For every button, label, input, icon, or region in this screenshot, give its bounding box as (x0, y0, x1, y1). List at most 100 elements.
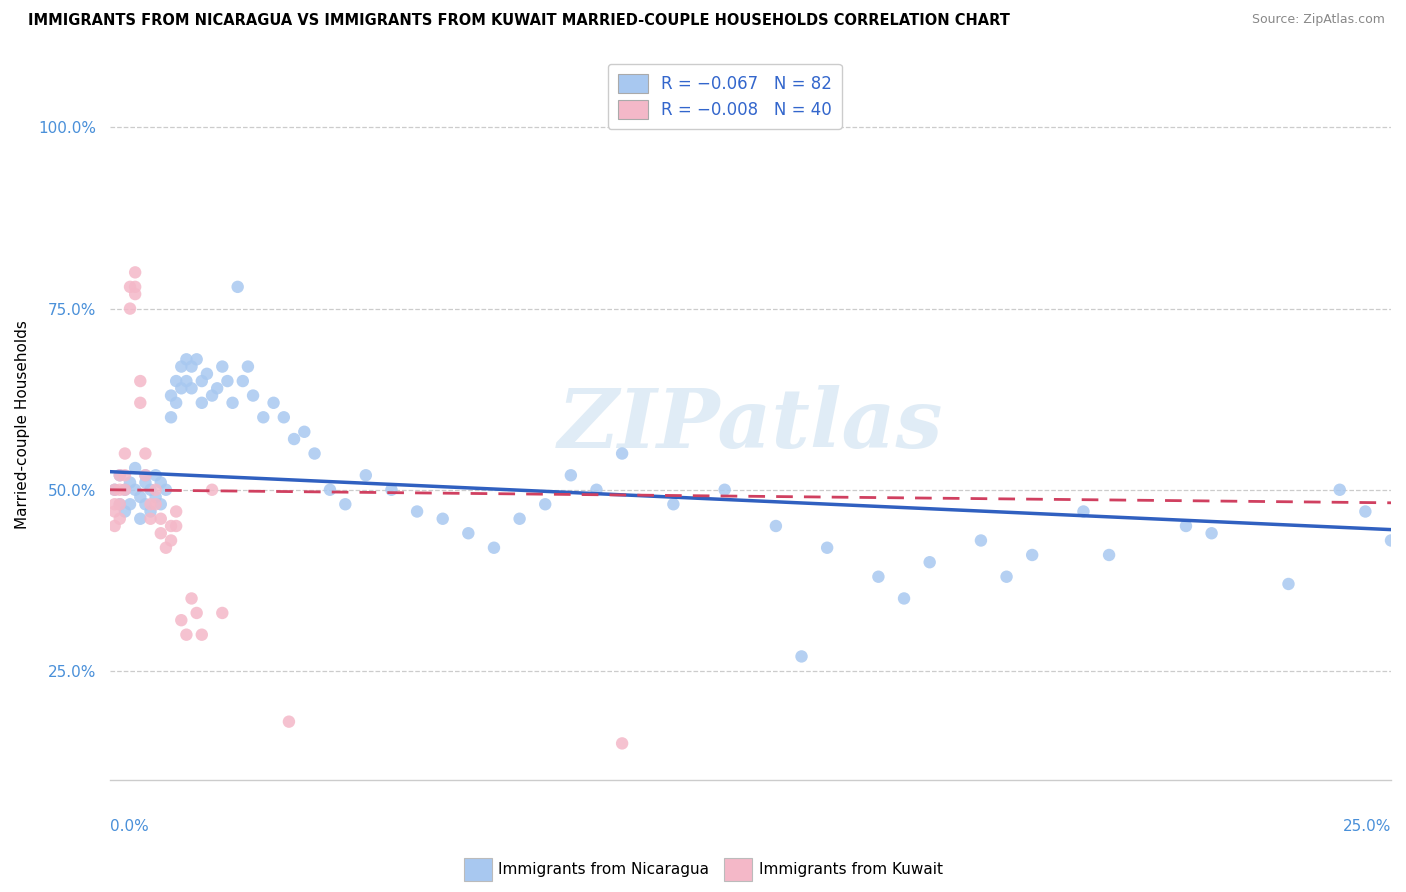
Point (211, 606, 233, 620)
Point (108, 468, 131, 483)
Point (145, 490, 167, 504)
Point (108, 483, 131, 497)
Point (129, 490, 152, 504)
Point (283, 432, 305, 446)
Point (918, 555, 941, 569)
Point (278, 714, 301, 729)
Point (134, 468, 156, 483)
Point (319, 483, 342, 497)
Point (191, 628, 214, 642)
Point (191, 396, 214, 410)
Point (585, 483, 607, 497)
Point (160, 388, 183, 402)
Point (191, 374, 214, 388)
Point (170, 381, 193, 395)
Text: IMMIGRANTS FROM NICARAGUA VS IMMIGRANTS FROM KUWAIT MARRIED-COUPLE HOUSEHOLDS CO: IMMIGRANTS FROM NICARAGUA VS IMMIGRANTS … (28, 13, 1010, 29)
Point (221, 396, 243, 410)
Point (252, 410, 274, 425)
Point (118, 280, 141, 294)
Text: 25.0%: 25.0% (1343, 819, 1391, 834)
Point (1354, 504, 1376, 518)
Point (118, 497, 141, 511)
Point (292, 425, 315, 439)
Point (139, 512, 162, 526)
Text: Source: ZipAtlas.com: Source: ZipAtlas.com (1251, 13, 1385, 27)
Point (1201, 526, 1223, 541)
Point (145, 497, 167, 511)
Point (145, 483, 167, 497)
Point (236, 359, 259, 374)
Point (335, 497, 357, 511)
Point (1329, 483, 1351, 497)
Point (124, 287, 146, 301)
Point (560, 468, 582, 483)
Point (180, 591, 202, 606)
Point (114, 446, 136, 460)
Point (155, 483, 177, 497)
Point (108, 512, 131, 526)
Point (108, 497, 131, 511)
Point (165, 374, 187, 388)
Point (176, 628, 198, 642)
Point (145, 468, 167, 483)
Point (149, 497, 172, 511)
Point (129, 512, 152, 526)
Point (509, 512, 531, 526)
Point (380, 483, 402, 497)
Point (139, 504, 162, 518)
Point (129, 396, 152, 410)
Point (134, 475, 156, 490)
Point (186, 606, 208, 620)
Point (160, 533, 183, 548)
Point (205, 381, 228, 395)
Point (995, 570, 1018, 584)
Point (124, 265, 146, 279)
Point (713, 483, 735, 497)
Point (134, 497, 156, 511)
Point (180, 381, 202, 395)
Point (534, 497, 557, 511)
Point (118, 475, 141, 490)
Point (610, 736, 633, 750)
Point (195, 367, 218, 381)
Point (1073, 504, 1095, 518)
Point (114, 483, 136, 497)
Point (176, 352, 198, 367)
Point (790, 649, 813, 664)
Point (226, 280, 249, 294)
Point (114, 468, 136, 483)
Point (149, 512, 172, 526)
Point (170, 359, 193, 374)
Point (201, 388, 224, 402)
Point (662, 497, 685, 511)
Point (139, 483, 162, 497)
Point (124, 461, 146, 475)
Y-axis label: Married-couple Households: Married-couple Households (15, 320, 30, 529)
Point (482, 541, 505, 555)
Legend: R = −0.067   N = 82, R = −0.008   N = 40: R = −0.067 N = 82, R = −0.008 N = 40 (607, 63, 842, 128)
Point (124, 280, 146, 294)
Point (149, 475, 172, 490)
Point (1021, 548, 1043, 562)
Point (104, 483, 127, 497)
Point (242, 388, 264, 402)
Point (201, 483, 224, 497)
Point (134, 446, 156, 460)
Text: ZIPatlas: ZIPatlas (558, 384, 943, 465)
Point (610, 446, 633, 460)
Point (139, 497, 162, 511)
Point (457, 526, 479, 541)
Point (406, 504, 429, 518)
Point (118, 301, 141, 316)
Point (1379, 533, 1402, 548)
Point (868, 570, 890, 584)
Point (104, 497, 127, 511)
Point (129, 374, 152, 388)
Point (104, 483, 127, 497)
Point (108, 468, 131, 483)
Point (217, 374, 239, 388)
Point (160, 410, 183, 425)
Point (1098, 548, 1121, 562)
Point (108, 497, 131, 511)
Point (114, 504, 136, 518)
